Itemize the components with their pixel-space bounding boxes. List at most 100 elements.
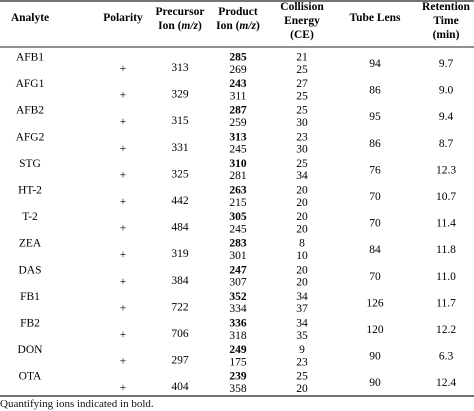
product-ion-quant-cell: 336 — [229, 318, 247, 330]
product-ion-cell: 245 — [229, 223, 247, 235]
header-collision-energy-line-3: (CE) — [290, 29, 314, 41]
collision-energy-cell: 23 — [296, 356, 308, 368]
product-ion-cell: 301 — [229, 250, 247, 262]
precursor-cell: 331 — [171, 142, 189, 154]
retention-time-cell: 12.3 — [436, 164, 456, 176]
header-retention-time-line-1: Retention — [422, 1, 471, 13]
collision-energy-cell: 8 — [299, 238, 305, 250]
tube-lens-cell: 70 — [369, 218, 381, 230]
retention-time-cell: 9.0 — [439, 85, 454, 97]
analyte-cell: AFB2 — [16, 105, 44, 117]
analyte-cell: T-2 — [22, 211, 38, 223]
collision-energy-cell: 27 — [296, 78, 308, 90]
polarity-cell: + — [120, 196, 127, 208]
precursor-cell: 325 — [171, 168, 189, 180]
product-ion-cell: 259 — [229, 117, 247, 129]
tube-lens-cell: 86 — [369, 138, 381, 150]
header-analyte-line-1: Analyte — [11, 12, 49, 24]
precursor-cell: 315 — [171, 115, 189, 127]
tube-lens-cell: 84 — [369, 244, 381, 256]
product-ion-quant-cell: 283 — [229, 238, 247, 250]
precursor-cell: 313 — [171, 62, 189, 74]
tube-lens-cell: 94 — [369, 58, 381, 70]
collision-energy-cell: 20 — [296, 197, 308, 209]
precursor-cell: 706 — [171, 328, 189, 340]
analyte-cell: DON — [18, 344, 44, 356]
product-ion-quant-cell: 287 — [229, 105, 247, 117]
retention-time-cell: 6.3 — [439, 351, 454, 363]
header-precursor-line-1: Precursor — [156, 6, 205, 18]
precursor-cell: 442 — [171, 195, 189, 207]
retention-time-cell: 12.2 — [436, 324, 456, 336]
header-tube-lens-line-1: Tube Lens — [349, 12, 401, 24]
product-ion-quant-cell: 305 — [229, 211, 247, 223]
retention-time-cell: 8.7 — [439, 138, 454, 150]
polarity-cell: + — [120, 329, 127, 341]
product-ion-cell: 358 — [229, 383, 247, 395]
retention-time-cell: 10.7 — [436, 191, 456, 203]
collision-energy-cell: 35 — [296, 330, 308, 342]
analyte-cell: DAS — [18, 264, 41, 276]
collision-energy-cell: 21 — [296, 52, 308, 64]
retention-time-cell: 11.4 — [436, 218, 456, 230]
precursor-cell: 404 — [171, 381, 189, 393]
product-ion-cell: 318 — [229, 330, 247, 342]
collision-energy-cell: 20 — [296, 383, 308, 395]
collision-energy-cell: 30 — [296, 117, 308, 129]
collision-energy-cell: 25 — [296, 90, 308, 102]
collision-energy-cell: 34 — [296, 291, 308, 303]
tube-lens-cell: 86 — [369, 85, 381, 97]
product-ion-quant-cell: 249 — [229, 344, 247, 356]
collision-energy-cell: 9 — [299, 344, 305, 356]
product-ion-cell: 175 — [229, 356, 247, 368]
tube-lens-cell: 70 — [369, 271, 381, 283]
tube-lens-cell: 126 — [366, 297, 384, 309]
precursor-cell: 722 — [171, 301, 189, 313]
polarity-cell: + — [120, 169, 127, 181]
tube-lens-cell: 70 — [369, 191, 381, 203]
product-ion-quant-cell: 352 — [229, 291, 247, 303]
analyte-cell: AFB1 — [16, 52, 44, 64]
analyte-cell: HT-2 — [18, 185, 42, 197]
product-ion-cell: 269 — [229, 64, 247, 76]
retention-time-cell: 12.4 — [436, 377, 456, 389]
collision-energy-cell: 34 — [296, 170, 308, 182]
analyte-cell: AFG1 — [16, 78, 45, 90]
precursor-cell: 319 — [171, 248, 189, 260]
polarity-cell: + — [120, 276, 127, 288]
polarity-cell: + — [120, 249, 127, 261]
polarity-cell: + — [120, 302, 127, 314]
retention-time-cell: 9.7 — [439, 58, 454, 70]
polarity-cell: + — [120, 223, 127, 235]
precursor-cell: 384 — [171, 275, 189, 287]
collision-energy-cell: 34 — [296, 318, 308, 330]
product-ion-quant-cell: 263 — [229, 185, 247, 197]
header-collision-energy-line-2: Energy — [284, 15, 320, 27]
header-retention-time-line-2: Time — [433, 15, 458, 27]
product-ion-quant-cell: 285 — [229, 52, 247, 64]
data-table: Analyte Polarity Precursor Ion (m/z) Product… — [0, 0, 474, 397]
collision-energy-cell: 20 — [296, 223, 308, 235]
tube-lens-cell: 76 — [369, 164, 381, 176]
collision-energy-cell: 20 — [296, 185, 308, 197]
header-product-line-1: Product — [218, 6, 258, 18]
product-ion-cell: 311 — [230, 90, 247, 102]
collision-energy-cell: 25 — [296, 158, 308, 170]
retention-time-cell: 11.0 — [436, 271, 456, 283]
collision-energy-cell: 20 — [296, 211, 308, 223]
analyte-cell: OTA — [19, 371, 42, 383]
tube-lens-cell: 95 — [369, 111, 381, 123]
tube-lens-cell: 90 — [369, 377, 381, 389]
collision-energy-cell: 23 — [296, 131, 308, 143]
analyte-cell: FB1 — [20, 291, 40, 303]
table-header: Analyte Polarity Precursor Ion (m/z) Product… — [11, 1, 471, 41]
collision-energy-cell: 10 — [296, 250, 308, 262]
